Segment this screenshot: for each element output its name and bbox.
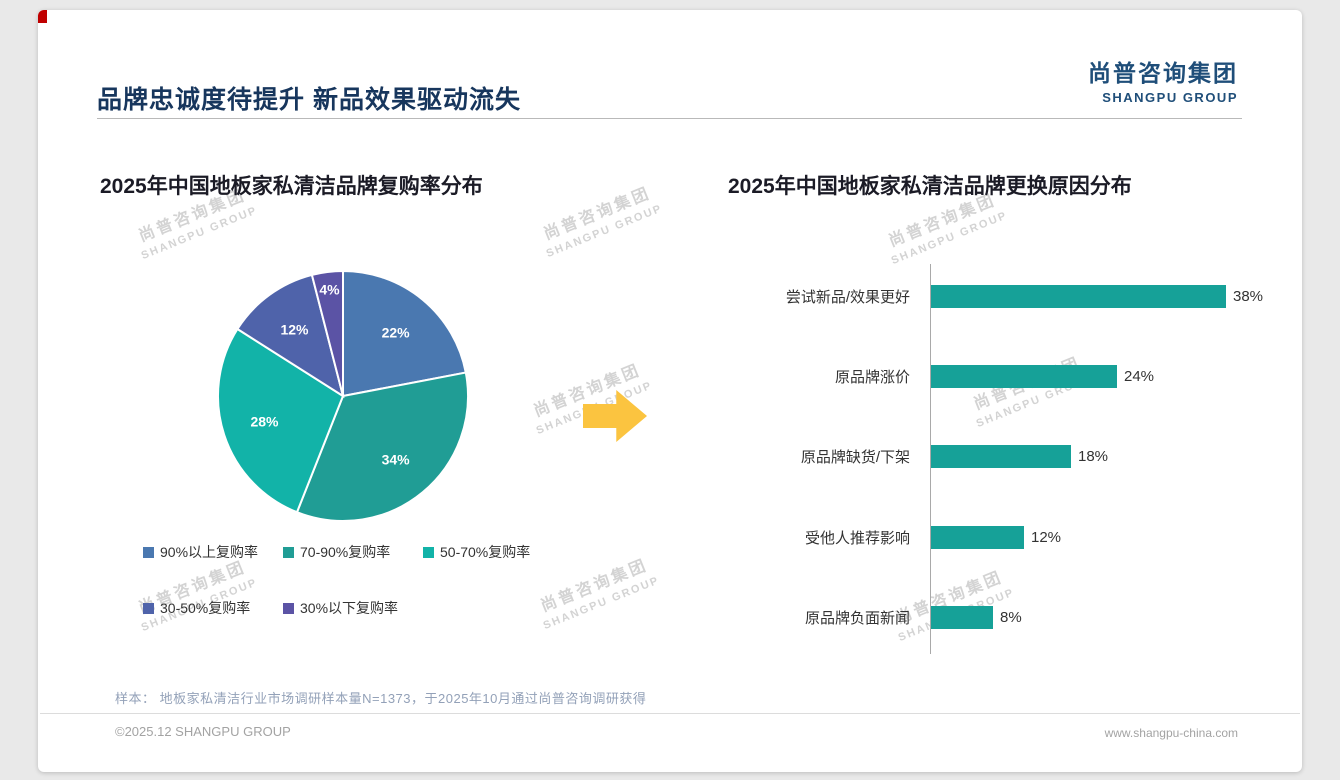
- pie-data-label: 34%: [382, 452, 411, 468]
- bar-category-label: 尝试新品/效果更好: [785, 288, 910, 306]
- pie-slice-1: [295, 371, 469, 522]
- legend-label: 90%以上复购率: [160, 544, 259, 560]
- pie-slice-4: [310, 269, 344, 397]
- legend-label: 70-90%复购率: [300, 544, 391, 560]
- bar-value-label: 12%: [1031, 528, 1062, 546]
- bar: [931, 284, 1226, 308]
- bar-value-label: 8%: [1000, 609, 1022, 627]
- bar-row: 尝试新品/效果更好 38%: [708, 284, 1280, 308]
- pie-chart-title: 2025年中国地板家私清洁品牌复购率分布: [100, 175, 483, 198]
- legend-item: 30%以下复购率: [283, 598, 423, 618]
- bar-value-label: 38%: [1233, 287, 1264, 305]
- footer-divider: [40, 713, 1300, 714]
- bar-chart: 尝试新品/效果更好 38% 原品牌涨价 24% 原品牌缺货/下架 18% 受他人推荐影响 12…: [708, 256, 1280, 658]
- legend-swatch-icon: [283, 602, 294, 614]
- title-divider: [97, 118, 1242, 119]
- legend-swatch-icon: [143, 546, 154, 558]
- corner-accent: [38, 10, 47, 23]
- bar-track: 24%: [931, 365, 1155, 389]
- bar: [931, 445, 1071, 469]
- website-text: www.shangpu-china.com: [1104, 726, 1238, 740]
- logo-text-cn: 尚普咨询集团: [1088, 60, 1238, 86]
- pie-svg: 22% 34% 28% 12% 4%: [217, 269, 469, 522]
- pie-data-label: 4%: [319, 281, 340, 297]
- bar-track: 8%: [931, 606, 1022, 630]
- sample-note: 样本： 地板家私清洁行业市场调研样本量N=1373，于2025年10月通过尚普咨…: [115, 691, 647, 706]
- bar: [931, 525, 1024, 549]
- bar: [931, 365, 1117, 389]
- bar-value-label: 18%: [1078, 448, 1109, 466]
- bar-chart-title: 2025年中国地板家私清洁品牌更换原因分布: [728, 175, 1132, 198]
- legend-swatch-icon: [143, 602, 154, 614]
- legend-item: 70-90%复购率: [283, 542, 423, 562]
- bar-category-label: 原品牌负面新闻: [804, 610, 910, 628]
- bar-category-label: 原品牌涨价: [834, 369, 910, 387]
- copyright-text: ©2025.12 SHANGPU GROUP: [115, 724, 291, 739]
- bar-category-label: 受他人推荐影响: [804, 529, 910, 547]
- page-title: 品牌忠诚度待提升 新品效果驱动流失: [97, 86, 521, 114]
- bar-track: 12%: [931, 525, 1062, 549]
- bar-row: 原品牌缺货/下架 18%: [708, 445, 1280, 469]
- legend-swatch-icon: [283, 546, 294, 558]
- bar-axis-line: [930, 264, 931, 654]
- logo-text-en: SHANGPU GROUP: [1102, 90, 1238, 105]
- bar-row: 原品牌涨价 24%: [708, 365, 1280, 389]
- pie-chart: 22% 34% 28% 12% 4%: [213, 266, 473, 526]
- legend-item: 30-50%复购率: [143, 598, 283, 618]
- legend-item: 50-70%复购率: [423, 542, 563, 562]
- bar-row: 原品牌负面新闻 8%: [708, 606, 1280, 630]
- pie-data-label: 28%: [250, 414, 279, 430]
- bar-category-label: 原品牌缺货/下架: [800, 449, 910, 467]
- watermark-text-en: SHANGPU GROUP: [544, 201, 665, 260]
- bar: [931, 606, 993, 630]
- legend-label: 30%以下复购率: [300, 600, 399, 616]
- bar-track: 18%: [931, 445, 1109, 469]
- pie-legend: 90%以上复购率 70-90%复购率 50-70%复购率 30-50%复购率 30%以下…: [143, 542, 598, 654]
- legend-label: 50-70%复购率: [440, 544, 531, 560]
- legend-swatch-icon: [423, 546, 434, 558]
- pie-data-label: 22%: [382, 324, 411, 340]
- pie-slice-3: [236, 273, 345, 399]
- bar-row: 受他人推荐影响 12%: [708, 525, 1280, 549]
- legend-item: 90%以上复购率: [143, 542, 283, 562]
- bar-value-label: 24%: [1124, 368, 1155, 386]
- company-logo: 尚普咨询集团 SHANGPU GROUP: [1088, 54, 1238, 105]
- legend-label: 30-50%复购率: [160, 600, 251, 616]
- pie-slice-0: [342, 269, 467, 398]
- bar-rows: 尝试新品/效果更好 38% 原品牌涨价 24% 原品牌缺货/下架 18% 受他人推荐影响 12…: [708, 256, 1280, 658]
- pie-data-label: 12%: [280, 321, 309, 337]
- report-slide: 尚普咨询集团 SHANGPU GROUP 品牌忠诚度待提升 新品效果驱动流失 尚…: [38, 10, 1302, 772]
- watermark-text-cn: 尚普咨询集团: [541, 184, 654, 244]
- watermark-text-en: SHANGPU GROUP: [139, 203, 260, 262]
- right-arrow-icon: [583, 390, 647, 442]
- pie-slice-2: [217, 327, 345, 514]
- bar-track: 38%: [931, 284, 1264, 308]
